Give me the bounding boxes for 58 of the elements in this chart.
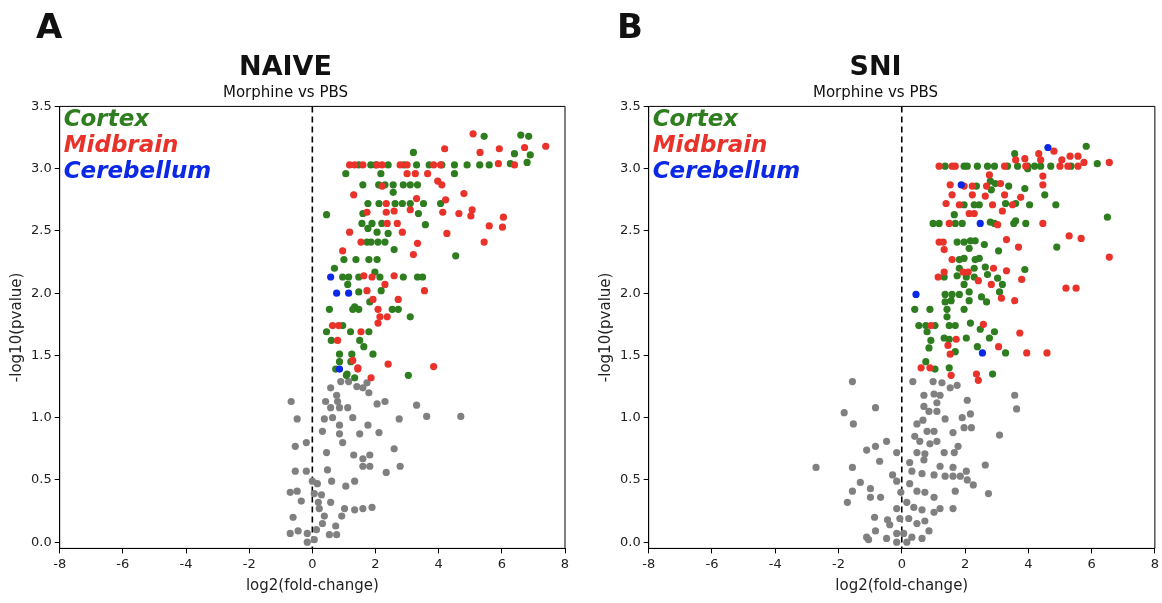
- y-axis-title: -log10(pvalue): [6, 272, 25, 383]
- x-axis-title: log2(fold-change): [835, 575, 969, 594]
- chart-subtitle: Morphine vs PBS: [812, 83, 939, 102]
- x-tick-label: -8: [642, 555, 656, 571]
- x-tick-label: -6: [116, 555, 130, 571]
- y-tick-label: 3.5: [30, 97, 52, 113]
- x-tick-label: 8: [1150, 555, 1160, 571]
- x-tick-label: -2: [832, 555, 845, 571]
- y-tick-label: 2.5: [619, 222, 641, 238]
- text: Cortex: [63, 104, 151, 131]
- x-tick-label: -4: [768, 555, 782, 571]
- point: [1044, 143, 1052, 152]
- x-tick-label: -6: [705, 555, 719, 571]
- y-tick-label: 1.5: [619, 346, 641, 362]
- y-tick-label: 0.0: [30, 533, 52, 549]
- point: [976, 219, 984, 228]
- y-tick-label: 0.0: [619, 533, 641, 549]
- text: Cerebellum: [652, 156, 801, 183]
- x-tick-label: 8: [560, 555, 570, 571]
- x-tick-label: -8: [53, 555, 67, 571]
- x-axis-title: log2(fold-change): [245, 575, 379, 594]
- x-tick-label: -2: [242, 555, 256, 571]
- point: [345, 289, 353, 297]
- text: A: [36, 6, 63, 46]
- y-tick-label: 2.0: [619, 284, 641, 300]
- y-tick-label: 2.5: [30, 222, 52, 238]
- point: [978, 349, 987, 357]
- text: Cerebellum: [63, 156, 212, 183]
- x-tick-label: 4: [434, 555, 443, 571]
- y-tick-label: 3.0: [30, 160, 52, 176]
- chart-title: SNI: [849, 50, 902, 82]
- x-tick-label: 0: [897, 555, 906, 571]
- point: [912, 290, 920, 299]
- x-tick-label: 2: [960, 555, 970, 571]
- x-tick-label: -4: [179, 555, 193, 571]
- text: Midbrain: [652, 130, 768, 157]
- point: [327, 273, 335, 281]
- x-tick-label: 0: [308, 555, 317, 571]
- y-tick-label: 1.5: [30, 346, 52, 362]
- chart-subtitle: Morphine vs PBS: [222, 83, 349, 102]
- y-tick-label: 3.0: [619, 160, 641, 176]
- y-tick-label: 3.5: [619, 97, 641, 113]
- text: B: [617, 6, 643, 46]
- y-tick-label: 2.0: [30, 284, 52, 300]
- y-tick-label: 0.5: [619, 471, 641, 487]
- x-tick-label: 2: [371, 555, 380, 571]
- point: [333, 289, 341, 297]
- chart-title: NAIVE: [239, 50, 332, 82]
- y-tick-label: 1.0: [619, 409, 641, 425]
- x-tick-label: 4: [1024, 555, 1033, 571]
- text: Cortex: [652, 104, 740, 131]
- text: Midbrain: [63, 130, 179, 157]
- x-tick-label: 6: [1087, 555, 1096, 571]
- point: [335, 365, 344, 373]
- y-axis-title: -log10(pvalue): [595, 272, 614, 383]
- y-tick-label: 0.5: [30, 471, 52, 487]
- x-tick-label: 6: [497, 555, 506, 571]
- y-tick-label: 1.0: [30, 409, 52, 425]
